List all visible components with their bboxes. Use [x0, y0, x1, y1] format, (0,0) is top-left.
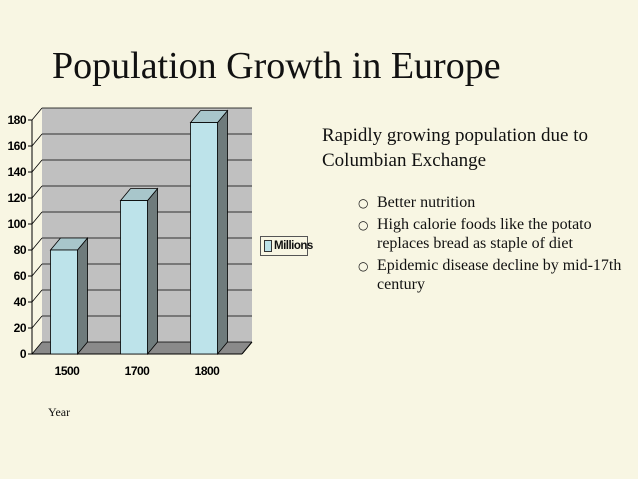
- y-tick-label: 180: [7, 113, 26, 127]
- x-tick-label: 1800: [195, 364, 221, 378]
- y-tick-label: 100: [7, 217, 26, 231]
- gridline-depth: [31, 289, 43, 303]
- gridline-depth: [31, 315, 43, 329]
- legend-swatch: [264, 240, 272, 252]
- slide-title: Population Growth in Europe: [52, 45, 501, 87]
- gridline-depth: [31, 341, 43, 355]
- gridline-depth: [31, 263, 43, 277]
- chart-legend: Millions: [260, 236, 313, 256]
- y-tick-label: 60: [14, 269, 27, 283]
- bar: [190, 122, 218, 355]
- y-tick-label: 160: [7, 139, 26, 153]
- circle-bullet-icon: ○: [358, 259, 369, 273]
- bullet-item: ○ High calorie foods like the potato rep…: [322, 215, 632, 253]
- slide-body: Rapidly growing population due to Columb…: [322, 123, 632, 297]
- bullet-list: ○ Better nutrition ○ High calorie foods …: [322, 193, 632, 294]
- bullet-item: ○ Better nutrition: [322, 193, 632, 212]
- gridline-depth: [31, 211, 43, 225]
- bar: [120, 200, 148, 355]
- bar-side: [77, 236, 88, 356]
- circle-bullet-icon: ○: [358, 196, 369, 210]
- y-tick-label: 20: [14, 321, 27, 335]
- x-tick-label: 1700: [125, 364, 151, 378]
- circle-bullet-icon: ○: [358, 218, 369, 232]
- lead-text: Rapidly growing population due to Columb…: [322, 125, 588, 171]
- y-tick-label: 140: [7, 165, 26, 179]
- gridline-depth: [31, 159, 43, 173]
- bar-side: [147, 187, 158, 356]
- bullet-item: ○ Epidemic disease decline by mid-17th c…: [322, 256, 632, 294]
- bullet-text: Better nutrition: [377, 194, 476, 211]
- x-axis-label: Year: [48, 405, 71, 419]
- y-tick-label: 40: [14, 295, 27, 309]
- gridline-depth: [31, 185, 43, 199]
- legend-label: Millions: [274, 240, 313, 252]
- y-tick-label: 0: [20, 347, 27, 361]
- gridline-depth: [31, 237, 43, 251]
- gridline-depth: [31, 107, 43, 121]
- floor-edge: [241, 341, 253, 355]
- bullet-text: High calorie foods like the potato repla…: [377, 216, 592, 252]
- x-tick-label: 1500: [55, 364, 81, 378]
- y-tick-label: 80: [14, 243, 27, 257]
- gridline-depth: [31, 133, 43, 147]
- bullet-text: Epidemic disease decline by mid-17th cen…: [377, 257, 622, 293]
- bar: [50, 249, 78, 355]
- bar-side: [217, 109, 228, 356]
- y-tick-label: 120: [7, 191, 26, 205]
